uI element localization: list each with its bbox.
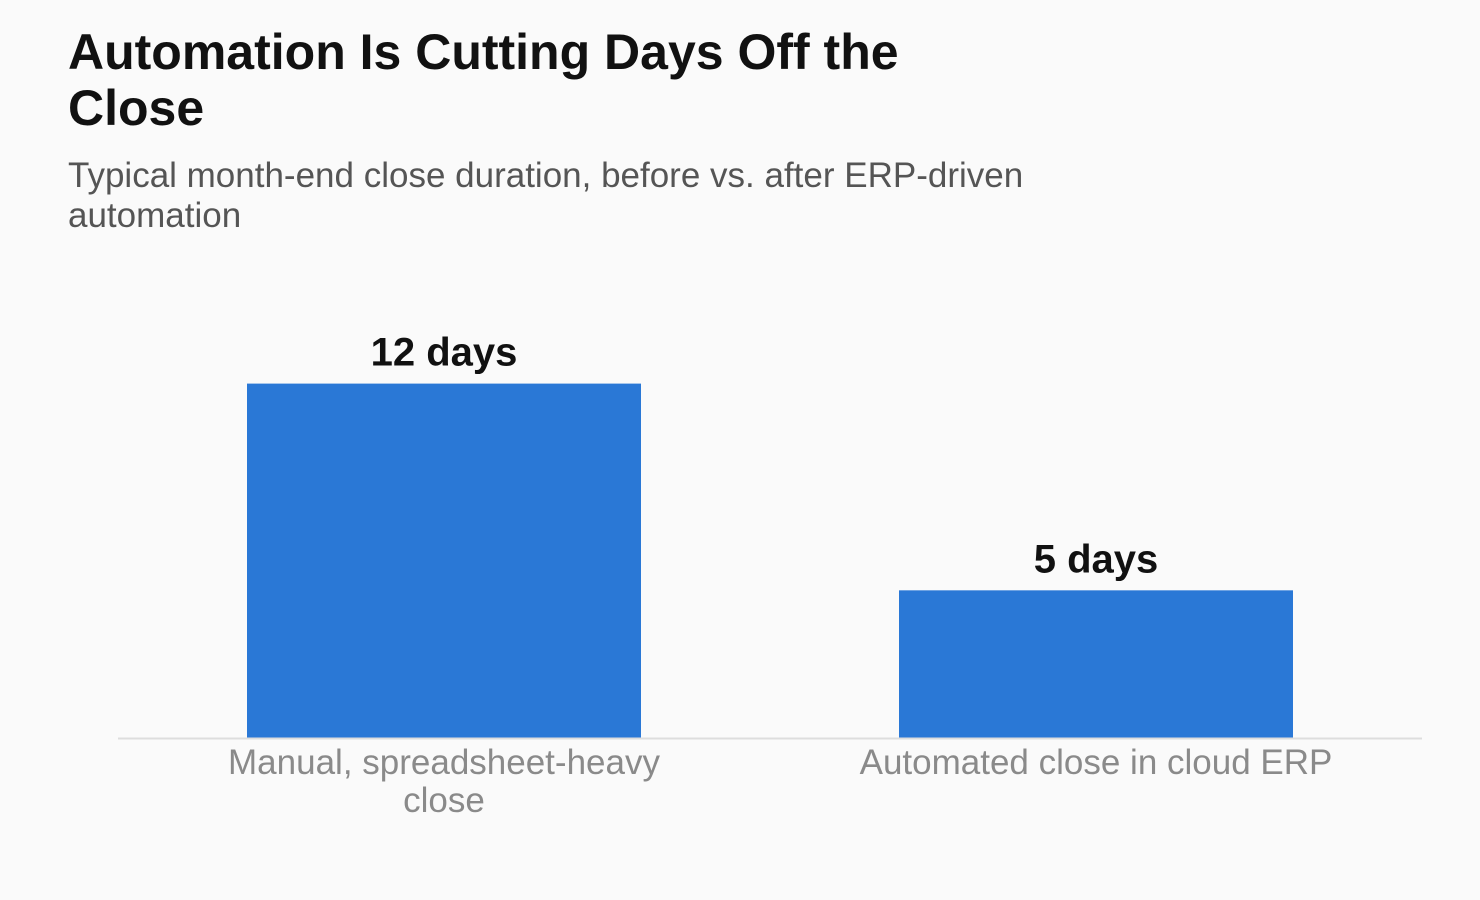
category-label-0-line-0: Manual, spreadsheet-heavy (228, 743, 660, 782)
bar-1 (899, 590, 1293, 738)
bar-value-label-0: 12 days (371, 331, 518, 375)
bar-0 (247, 383, 641, 738)
bar-value-label-1: 5 days (1034, 537, 1159, 581)
chart-title: Automation Is Cutting Days Off the Close (68, 24, 899, 136)
category-label-1: Automated close in cloud ERP (860, 743, 1333, 782)
bars-group (247, 383, 1293, 738)
chart-subtitle: Typical month-end close duration, before… (68, 156, 1024, 235)
category-label-0-line-1: close (403, 781, 485, 820)
